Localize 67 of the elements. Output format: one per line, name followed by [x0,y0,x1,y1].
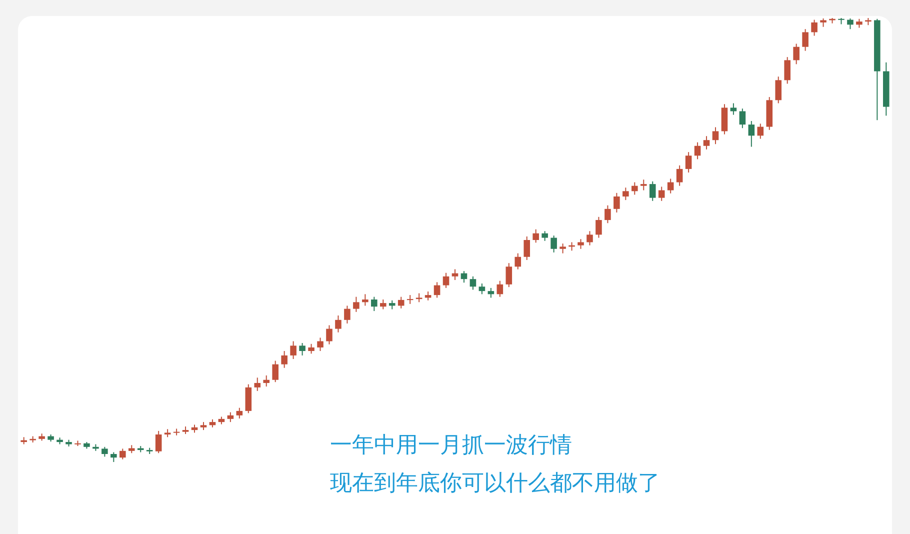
candlestick [658,186,665,202]
candlestick [434,282,440,298]
candlestick [299,342,306,356]
candlestick [263,374,270,388]
candlestick [344,305,350,324]
candlestick [245,384,252,414]
candlestick [227,412,234,423]
candlestick [335,314,342,333]
candlestick [506,262,512,288]
candlestick [362,294,368,306]
candlestick [542,230,548,242]
candlestick [120,448,126,460]
candlestick [550,235,557,253]
candlestick [110,452,117,462]
candlestick [712,126,719,145]
candlestick [748,120,755,148]
candlestick [811,19,818,36]
candlestick [721,104,728,135]
candlestick [524,236,530,260]
candlestick [281,350,288,368]
candlestick [442,272,450,288]
annotation: 一年中用一月抓一波行情 [330,433,572,458]
candlestick [640,179,647,191]
candlestick [667,178,674,194]
candlestick [649,180,656,202]
candlestick [371,296,378,312]
candlestick [460,270,468,284]
candlestick [793,43,800,65]
candlestick [730,102,737,116]
candlestick [496,280,504,298]
candlestick [308,343,314,354]
candlestick [622,187,629,201]
candlestick [478,283,486,295]
candlestick [847,18,854,30]
candlestick [578,238,584,250]
candlestick [290,340,296,360]
text: 现在到年底你可以什么都不用做了 [330,471,660,496]
candlestick [514,252,522,270]
candlestick [703,136,710,150]
candlestick [380,298,386,310]
candlestick [802,28,808,52]
candlestick [398,296,404,309]
candlestick [739,108,746,129]
candlestick [353,296,360,312]
candlestick [604,204,611,224]
candlestick [470,276,476,290]
candlestick [488,287,494,298]
candlestick [586,230,593,246]
candlestick [452,268,458,280]
candlestick [614,192,620,213]
candlestick [102,446,108,458]
candlestick [155,430,162,454]
candlestick [236,407,243,419]
candlestick [632,182,638,196]
candlestick [694,142,701,160]
candlestick [685,152,692,174]
candlestick [532,228,539,244]
candlestick [254,377,261,392]
candlestick [317,337,324,352]
candlestick [596,216,602,238]
candlestick [757,123,764,140]
candlestick [272,360,278,383]
candlestick [676,164,683,186]
candlestick [784,56,790,84]
candlestick [326,324,332,345]
candlestick [560,243,566,254]
candlestick [775,76,782,104]
